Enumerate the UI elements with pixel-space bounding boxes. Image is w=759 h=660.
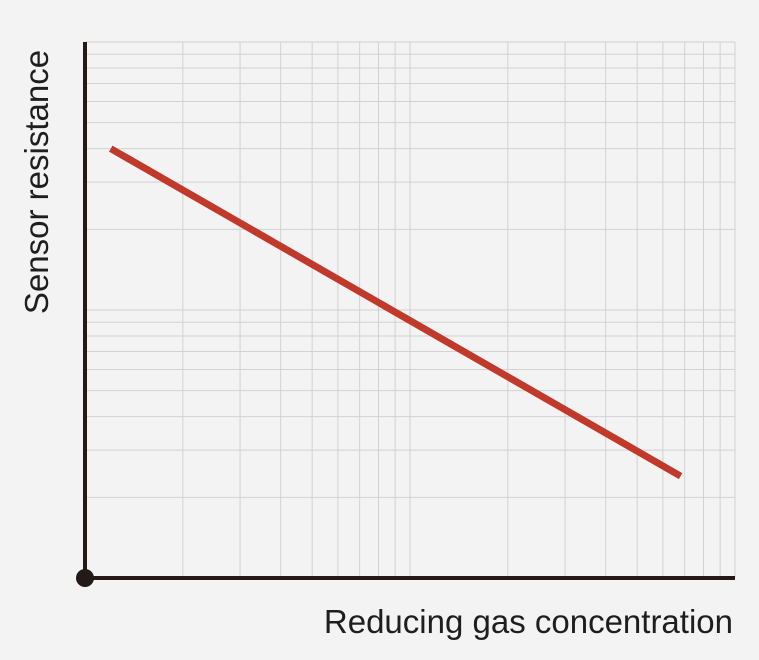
y-axis-title: Sensor resistance [18,50,55,314]
x-axis-title: Reducing gas concentration [324,603,733,640]
axes [76,42,735,587]
grid [85,41,736,578]
series-line [108,145,683,480]
series-layer [108,145,683,480]
axis-origin-dot [76,569,94,587]
